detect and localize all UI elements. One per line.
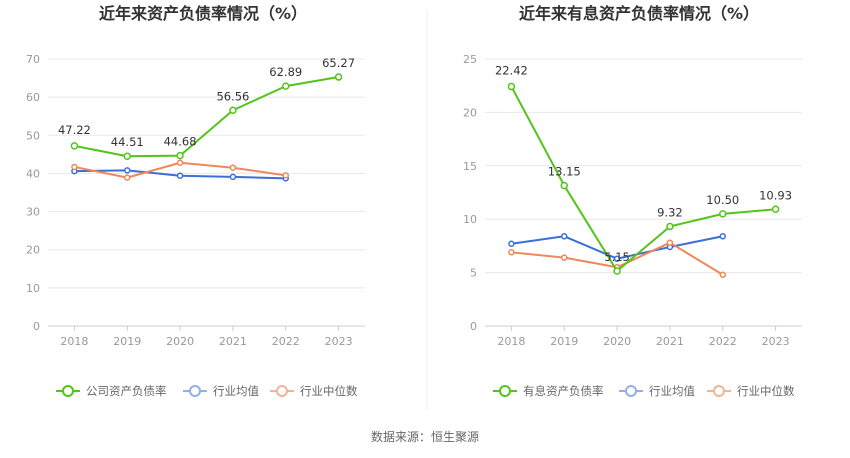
data-point[interactable] <box>282 172 289 179</box>
x-tick-label: 2018 <box>497 335 525 348</box>
chart-panel-2: 近年来有息资产负债率情况（%） 0 5 10 15 20 25 2018 2019 2020 202… <box>463 4 802 398</box>
chart-panel-1: 近年来资产负债率情况（%） 0 10 20 30 40 50 60 70 2018 2019 2020… <box>26 4 365 398</box>
series-1 <box>507 82 780 275</box>
y-tick-label: 60 <box>26 91 40 104</box>
series-line <box>510 86 776 272</box>
x-tick-label: 2020 <box>166 335 194 348</box>
data-point[interactable] <box>719 210 727 218</box>
data-point[interactable] <box>229 173 237 181</box>
y-tick-label: 20 <box>26 244 40 257</box>
legend-label: 行业中位数 <box>300 384 358 398</box>
y-tick-label: 5 <box>470 267 477 280</box>
series-1 <box>70 73 343 160</box>
legend-swatch-marker <box>713 385 725 397</box>
legend-label: 有息资产负债率 <box>523 384 604 398</box>
legend-swatch-marker <box>499 385 511 397</box>
data-label: 13.15 <box>548 165 581 179</box>
data-point[interactable] <box>560 181 568 190</box>
legend-label: 行业均值 <box>213 384 259 398</box>
data-point[interactable] <box>719 271 726 278</box>
y-tick-label: 25 <box>463 53 477 66</box>
legend-label: 公司资产负债率 <box>86 384 167 398</box>
x-tick-label: 2022 <box>272 335 300 348</box>
data-point[interactable] <box>666 222 674 231</box>
data-label: 5.15 <box>604 250 630 264</box>
data-point[interactable] <box>508 249 515 256</box>
x-tick-label: 2023 <box>325 335 353 348</box>
data-point[interactable] <box>229 106 237 115</box>
data-point[interactable] <box>561 254 568 261</box>
y-tick-label: 10 <box>463 213 477 226</box>
data-label: 22.42 <box>495 64 528 78</box>
data-point[interactable] <box>123 152 131 160</box>
legend-item-2[interactable]: 行业均值 <box>183 384 259 398</box>
legend-swatch-marker <box>189 385 201 397</box>
data-point[interactable] <box>176 151 184 160</box>
data-label: 62.89 <box>269 65 302 79</box>
data-point[interactable] <box>666 239 674 246</box>
data-label: 65.27 <box>322 56 355 70</box>
data-label: 47.22 <box>58 123 91 137</box>
data-point[interactable] <box>282 82 290 90</box>
y-tick-label: 15 <box>463 160 477 173</box>
chart-title: 近年来资产负债率情况（%） <box>99 4 307 23</box>
data-point[interactable] <box>561 233 568 240</box>
y-tick-label: 70 <box>26 53 40 66</box>
y-tick-label: 20 <box>463 106 477 119</box>
data-point[interactable] <box>124 167 131 174</box>
y-tick-label: 0 <box>33 320 40 333</box>
legend-item-1[interactable]: 有息资产负债率 <box>493 384 604 398</box>
x-tick-label: 2019 <box>550 335 578 348</box>
legend-item-1[interactable]: 公司资产负债率 <box>56 384 167 398</box>
data-point[interactable] <box>719 233 726 240</box>
data-point[interactable] <box>70 142 79 150</box>
data-point[interactable] <box>613 255 621 262</box>
legend-item-3[interactable]: 行业中位数 <box>270 384 358 398</box>
data-point[interactable] <box>229 164 237 171</box>
data-point[interactable] <box>507 82 516 91</box>
chart-title: 近年来有息资产负债率情况（%） <box>519 4 759 23</box>
data-point[interactable] <box>176 172 184 179</box>
x-tick-label: 2021 <box>219 335 247 348</box>
legend-item-2[interactable]: 行业均值 <box>619 384 695 398</box>
y-tick-label: 40 <box>26 167 40 180</box>
y-tick-label: 30 <box>26 206 40 219</box>
data-point[interactable] <box>771 205 780 214</box>
data-label: 44.68 <box>164 135 197 149</box>
data-point[interactable] <box>508 240 515 248</box>
data-point[interactable] <box>613 267 621 275</box>
data-point[interactable] <box>71 163 78 171</box>
data-point[interactable] <box>334 73 343 81</box>
data-source-note: 数据来源：恒生聚源 <box>370 430 479 444</box>
data-label: 56.56 <box>216 89 249 103</box>
y-tick-label: 0 <box>470 320 477 333</box>
data-label: 10.50 <box>706 193 739 207</box>
data-point[interactable] <box>124 174 131 181</box>
series-3 <box>71 159 289 181</box>
data-label: 44.51 <box>111 135 144 149</box>
x-tick-label: 2023 <box>762 335 790 348</box>
x-tick-label: 2018 <box>60 335 88 348</box>
legend-swatch-marker <box>276 385 288 397</box>
x-tick-label: 2019 <box>113 335 141 348</box>
legend-item-3[interactable]: 行业中位数 <box>707 384 795 398</box>
data-label: 9.32 <box>657 205 683 219</box>
series-line <box>74 76 339 158</box>
legend-swatch-marker <box>62 385 74 397</box>
data-point[interactable] <box>176 159 184 166</box>
series-2 <box>508 233 726 262</box>
y-tick-label: 50 <box>26 129 40 142</box>
legend-label: 行业均值 <box>649 384 695 398</box>
series-2 <box>71 167 289 182</box>
x-tick-label: 2021 <box>656 335 684 348</box>
x-tick-label: 2022 <box>709 335 737 348</box>
legend-swatch-marker <box>625 385 637 397</box>
legend-label: 行业中位数 <box>737 384 795 398</box>
y-tick-label: 10 <box>26 282 40 295</box>
data-label: 10.93 <box>759 188 792 202</box>
x-tick-label: 2020 <box>603 335 631 348</box>
